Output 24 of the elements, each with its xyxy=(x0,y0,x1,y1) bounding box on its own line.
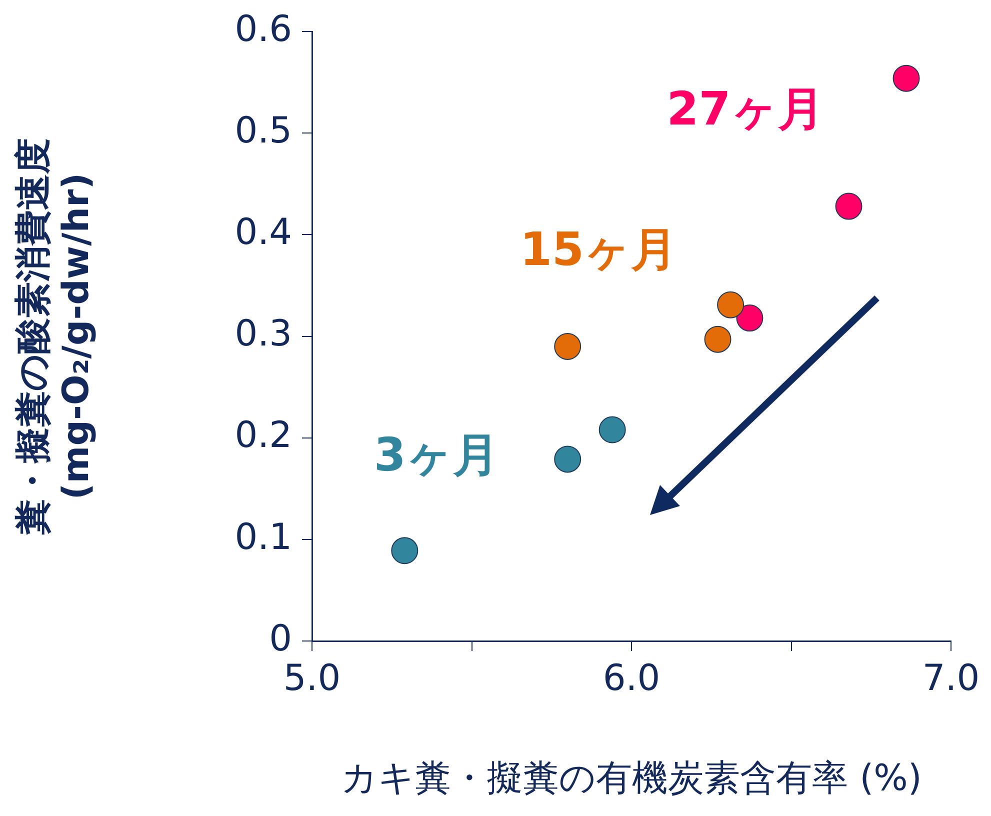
point xyxy=(554,446,582,473)
y-tick-label: 0.6 xyxy=(234,8,292,50)
series-label: 27ヶ月 xyxy=(666,81,824,136)
x-axis-title: カキ糞・擬糞の有機炭素含有率 (%) xyxy=(341,758,922,799)
point xyxy=(835,192,862,220)
y-tick-label: 0.4 xyxy=(234,212,292,254)
point xyxy=(892,64,920,92)
point xyxy=(391,537,418,564)
series-label: 3ヶ月 xyxy=(374,428,499,482)
y-tick-label: 0.5 xyxy=(234,110,292,152)
series-label: 15ヶ月 xyxy=(520,222,678,276)
x-tick-label: 5.0 xyxy=(283,658,341,699)
point xyxy=(554,332,582,360)
point xyxy=(736,304,764,332)
y-tick-label: 0.2 xyxy=(234,415,292,456)
y-tick-label: 0.1 xyxy=(234,516,292,558)
point xyxy=(717,291,744,318)
x-tick-label: 7.0 xyxy=(922,658,980,699)
y-tick-label: 0 xyxy=(269,618,292,660)
y-axis-title: 糞・擬糞の酸素消費速度 (mg-O₂/g-dw/hr) xyxy=(12,138,98,536)
x-tick-label: 6.0 xyxy=(602,658,660,699)
point xyxy=(598,416,626,444)
y-tick-label: 0.3 xyxy=(234,314,292,355)
point xyxy=(704,326,732,353)
